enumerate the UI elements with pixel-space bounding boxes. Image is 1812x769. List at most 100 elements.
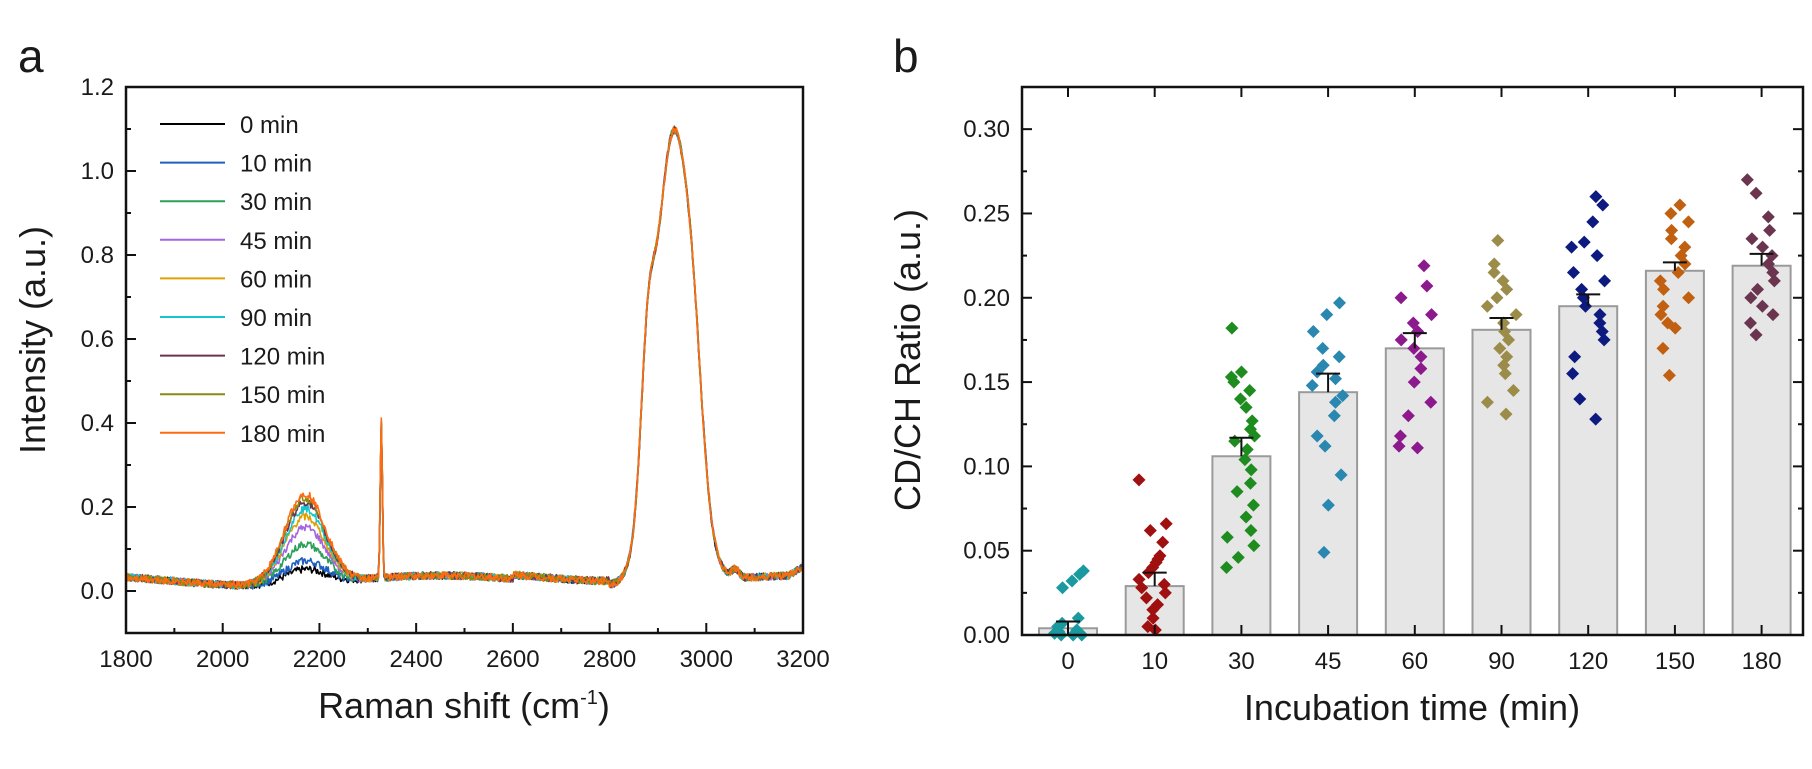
- panel-a-series-line: [125, 125, 804, 590]
- panel-b-data-point: [1329, 395, 1343, 409]
- panel-b-data-point: [1159, 517, 1173, 531]
- panel-b-data-point: [1228, 434, 1242, 448]
- panel-b-data-point: [1334, 468, 1348, 482]
- panel-b-data-point: [1498, 367, 1512, 381]
- panel-b-x-tick-label: 0: [1061, 648, 1074, 675]
- panel-b-x-tick-label: 150: [1655, 648, 1695, 675]
- panel-b-y-tick-label: 0.05: [963, 538, 1010, 565]
- panel-b-data-point: [1589, 412, 1603, 426]
- panel-a: a 1800 2000 2200 2400 2600 2800 3000 3200 0.00.…: [12, 30, 830, 726]
- panel-b: b 0 10 30 45 60 90 120 150 180 0.000.050.100.150…: [887, 30, 1805, 728]
- panel-b-data-point: [1656, 299, 1670, 313]
- panel-b-data-point: [1336, 389, 1350, 403]
- panel-b-error-bars: [1056, 252, 1774, 629]
- panel-a-x-tick-label: 2000: [196, 646, 249, 673]
- panel-b-data-point: [1480, 299, 1494, 313]
- panel-b-data-point: [1490, 291, 1504, 305]
- panel-a-series-line: [125, 127, 804, 589]
- panel-a-x-tick-label: 1800: [99, 646, 152, 673]
- panel-b-data-point: [1598, 274, 1612, 288]
- panel-b-y-tick-label: 0.20: [963, 285, 1010, 312]
- panel-b-bar: [1298, 391, 1359, 636]
- panel-b-data-point: [1394, 333, 1408, 347]
- panel-b-data-point: [1487, 257, 1501, 271]
- panel-b-data-point: [1749, 186, 1763, 200]
- panel-a-y-tick-label: 1.0: [81, 158, 114, 185]
- panel-b-data-point: [1425, 308, 1439, 322]
- panel-b-data-point: [1751, 282, 1765, 296]
- panel-b-data-point: [1749, 328, 1763, 342]
- panel-b-data-point: [1744, 291, 1758, 305]
- panel-a-series-line: [125, 125, 804, 590]
- panel-b-data-point: [1573, 392, 1587, 406]
- panel-b-data-point: [1767, 274, 1781, 288]
- panel-b-data-point: [1065, 574, 1079, 588]
- panel-b-data-point: [1673, 198, 1687, 212]
- panel-b-bar: [1558, 305, 1619, 636]
- panel-a-y-tick-label: 0.2: [81, 494, 114, 521]
- panel-b-data-point: [1157, 577, 1171, 591]
- panel-a-x-tick-label: 2400: [389, 646, 442, 673]
- panel-b-data-point: [1664, 232, 1678, 246]
- panel-a-legend-label: 45 min: [240, 228, 312, 255]
- panel-b-data-point: [1593, 308, 1607, 322]
- panel-b-data-point: [1406, 316, 1420, 330]
- panel-a-x-axis-label: Raman shift (cm-1): [318, 685, 610, 726]
- panel-b-data-point: [1487, 265, 1501, 279]
- panel-a-legend-label: 60 min: [240, 266, 312, 293]
- panel-b-data-point: [1244, 463, 1258, 477]
- panel-b-y-tick-label: 0.30: [963, 116, 1010, 143]
- panel-b-x-axis-label: Incubation time (min): [1244, 687, 1580, 728]
- panel-b-data-point: [1305, 378, 1319, 392]
- panel-b-data-point: [1424, 395, 1438, 409]
- panel-a-legend-label: 90 min: [240, 305, 312, 332]
- panel-a-series-line: [125, 126, 804, 590]
- panel-b-data-point: [1132, 473, 1146, 487]
- panel-a-x-tick-label: 2600: [486, 646, 539, 673]
- panel-b-data-point: [1493, 341, 1507, 355]
- panel-b-y-ticks: 0.00 0.05 0.10 0.15 0.20 0.25 0.30: [963, 116, 1803, 649]
- panel-b-y-axis-label: CD/CH Ratio (a.u.): [887, 209, 928, 511]
- panel-b-data-point: [1244, 422, 1258, 436]
- panel-a-y-axis-label: Intensity (a.u.): [12, 226, 53, 454]
- panel-b-data-point: [1238, 453, 1252, 467]
- panel-a-legend: 0 min 10 min 30 min 45 min 60 min 90 min 120 m…: [160, 112, 325, 448]
- panel-b-bar: [1211, 455, 1272, 637]
- panel-b-data-point: [1407, 375, 1421, 389]
- panel-a-series-line: [125, 128, 804, 590]
- panel-a-x-tick-label: 2800: [583, 646, 636, 673]
- panel-b-data-point: [1491, 233, 1505, 247]
- panel-b-data-point: [1414, 362, 1428, 376]
- panel-b-data-point: [1234, 392, 1248, 406]
- panel-b-data-point: [1394, 291, 1408, 305]
- panel-b-data-point: [1332, 350, 1346, 364]
- panel-b-y-tick-label: 0.25: [963, 200, 1010, 227]
- panel-b-data-point: [1577, 235, 1591, 249]
- panel-a-x-tick-label: 3200: [776, 646, 829, 673]
- panel-b-data-point: [1590, 249, 1604, 263]
- panel-b-data-point: [1740, 173, 1754, 187]
- panel-b-data-point: [1755, 299, 1769, 313]
- panel-b-data-point: [1678, 240, 1692, 254]
- panel-b-data-point: [1306, 324, 1320, 338]
- panel-b-data-point: [1329, 372, 1343, 386]
- panel-b-data-point: [1239, 510, 1253, 524]
- panel-a-x-ticks: 1800 2000 2200 2400 2600 2800 3000 3200: [99, 623, 830, 673]
- panel-b-data-point: [1568, 350, 1582, 364]
- panel-b-data-point: [1318, 439, 1332, 453]
- panel-b-data-point: [1244, 523, 1258, 537]
- panel-a-y-tick-label: 0.4: [81, 410, 114, 437]
- panel-a-legend-label: 150 min: [240, 382, 325, 409]
- panel-a-legend-label: 30 min: [240, 189, 312, 216]
- panel-b-data-point: [1146, 611, 1160, 625]
- panel-b-data-point: [1743, 316, 1757, 330]
- panel-b-data-point: [1393, 429, 1407, 443]
- panel-b-data-point: [1566, 367, 1580, 381]
- panel-a-series-line: [125, 126, 804, 590]
- panel-a-legend-label: 10 min: [240, 151, 312, 178]
- panel-b-data-point: [1245, 414, 1259, 428]
- panel-b-data-point: [1496, 274, 1510, 288]
- panel-b-data-point: [1132, 572, 1146, 586]
- panel-b-data-point: [1656, 341, 1670, 355]
- panel-b-x-tick-label: 10: [1141, 648, 1168, 675]
